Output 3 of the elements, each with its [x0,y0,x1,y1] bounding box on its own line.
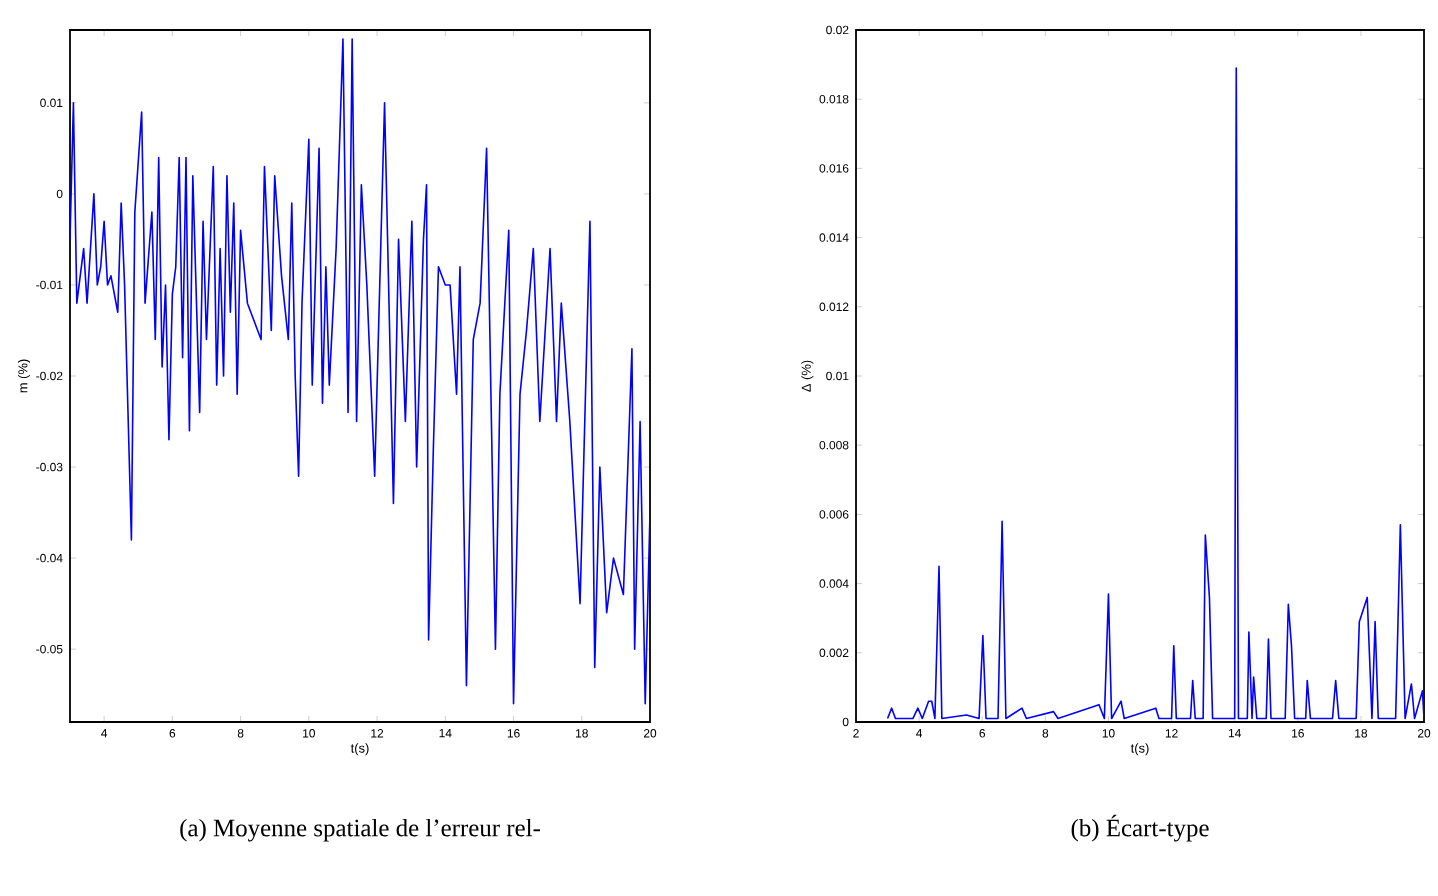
line-series [70,38,650,705]
text: (b) Écart-type [1071,814,1209,842]
text: (a) Moyenne spatiale de l’erreur rel- [180,818,540,842]
